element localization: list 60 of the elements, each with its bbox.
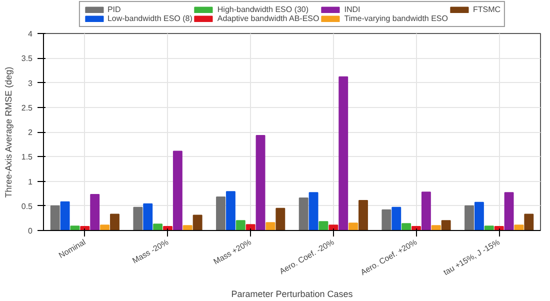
y-tick-label: 4 bbox=[28, 30, 34, 38]
bar bbox=[514, 224, 524, 230]
bar bbox=[90, 194, 100, 230]
bar bbox=[348, 222, 358, 230]
bar bbox=[328, 224, 338, 230]
bar bbox=[392, 206, 402, 230]
bar bbox=[308, 192, 318, 230]
y-tick-label: 3.5 bbox=[21, 54, 34, 64]
bar bbox=[318, 221, 328, 230]
bar bbox=[133, 206, 143, 230]
bar bbox=[172, 150, 182, 230]
bar bbox=[474, 202, 484, 230]
bar bbox=[226, 191, 236, 230]
bar bbox=[110, 214, 120, 230]
bar bbox=[484, 226, 494, 230]
bar bbox=[464, 205, 474, 230]
x-tick-label: Aero. Coef. -20% bbox=[278, 238, 336, 276]
legend-label: FTSMC bbox=[472, 5, 501, 14]
x-tick-label: tau +15%, J -15% bbox=[442, 238, 502, 278]
bar bbox=[504, 192, 514, 230]
bar bbox=[182, 225, 192, 230]
bar bbox=[100, 224, 110, 230]
x-axis-title: Parameter Perturbation Cases bbox=[231, 288, 354, 299]
x-tick-label: Mass +20% bbox=[212, 238, 253, 266]
y-tick-label: 1.5 bbox=[21, 152, 34, 162]
bar bbox=[338, 76, 348, 230]
y-tick-label: 3 bbox=[28, 78, 34, 88]
bar bbox=[50, 205, 60, 230]
bar bbox=[421, 192, 431, 230]
y-tick-label: 2 bbox=[28, 128, 34, 137]
legend-label: INDI bbox=[344, 5, 362, 14]
bar bbox=[358, 200, 368, 230]
legend-label: Low-bandwidth ESO (8) bbox=[107, 14, 192, 23]
bar bbox=[382, 209, 392, 230]
bar bbox=[298, 197, 308, 230]
bar bbox=[192, 214, 202, 230]
bar bbox=[524, 214, 534, 230]
bar bbox=[153, 224, 163, 230]
bar bbox=[441, 220, 451, 230]
x-tick-label: Aero. Coef. +20% bbox=[359, 238, 419, 278]
legend-label: Adaptive bandwidth AB-ESO bbox=[217, 14, 320, 23]
bar bbox=[60, 201, 70, 230]
y-tick-label: 0.5 bbox=[21, 202, 34, 211]
y-axis-title: Three-Axis Average RMSE (deg) bbox=[3, 66, 14, 198]
bar bbox=[402, 223, 412, 230]
bar bbox=[236, 220, 246, 230]
bar bbox=[266, 222, 276, 230]
bar bbox=[246, 224, 256, 230]
bar bbox=[276, 208, 286, 230]
legend-label: Time-varying bandwidth ESO bbox=[344, 14, 448, 23]
y-tick-label: 0 bbox=[28, 226, 34, 236]
x-tick-label: Mass -20% bbox=[130, 238, 170, 266]
bar bbox=[431, 225, 441, 230]
bar bbox=[256, 134, 266, 230]
y-tick-label: 2.5 bbox=[21, 103, 34, 112]
bar bbox=[143, 203, 153, 230]
y-tick-label: 1 bbox=[28, 177, 34, 186]
legend-label: High-bandwidth ESO (30) bbox=[217, 5, 309, 14]
legend-label: PID bbox=[107, 5, 122, 14]
bar bbox=[216, 196, 226, 230]
